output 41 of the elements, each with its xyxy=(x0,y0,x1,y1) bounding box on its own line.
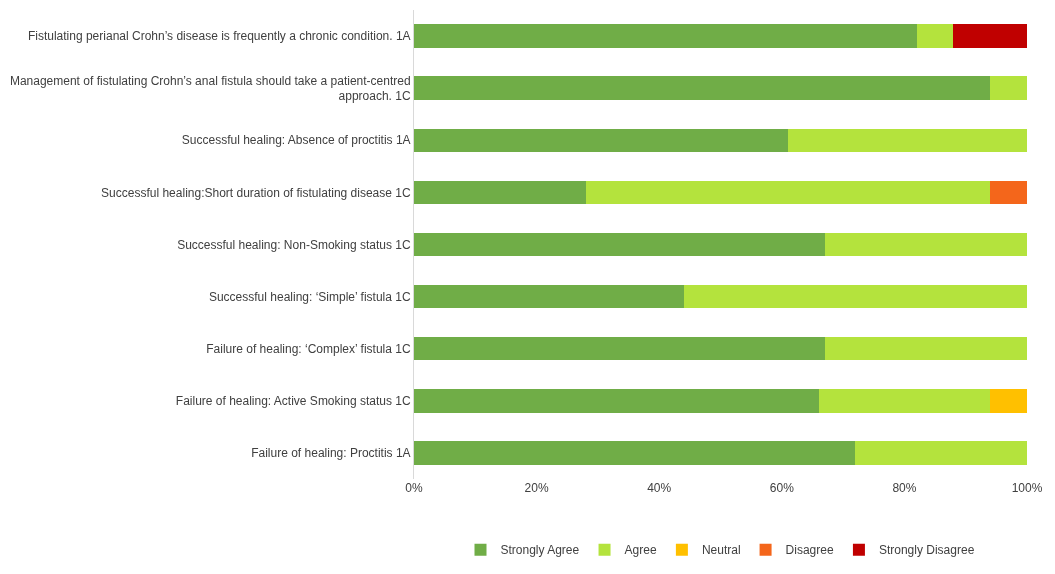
bar xyxy=(990,389,1027,413)
bar xyxy=(824,232,1027,257)
bar xyxy=(990,76,1027,100)
bar xyxy=(414,441,856,465)
bar xyxy=(414,128,788,152)
bar xyxy=(787,128,1027,152)
legend-label: Neutral xyxy=(701,543,741,558)
bar xyxy=(916,24,954,48)
y-tick-label: Management of fistulating Crohn’s anal fistula should take a patient-centred approach. 1C xyxy=(9,73,411,104)
x-tick-label: 0% xyxy=(405,481,423,495)
x-tick-label: 40% xyxy=(647,481,672,495)
y-tick-label: Successful healing: Non-Smoking status 1C xyxy=(177,237,411,252)
bar xyxy=(855,441,1027,465)
bar xyxy=(414,76,991,100)
bar xyxy=(414,337,825,361)
bar xyxy=(414,232,825,257)
bar xyxy=(990,180,1027,205)
bar xyxy=(824,337,1027,361)
x-tick-label: 60% xyxy=(769,481,795,495)
bar xyxy=(414,389,819,413)
legend-label: Agree xyxy=(624,543,657,558)
y-tick-label: Fistulating perianal Crohn’s disease is frequently a chronic condition. 1A xyxy=(27,29,411,44)
y-tick-label: Failure of healing: ‘Complex’ fistula 1C xyxy=(206,341,411,356)
legend-label: Strongly Disagree xyxy=(878,543,975,558)
bar xyxy=(683,284,1027,309)
bar xyxy=(414,284,684,309)
legend-label: Disagree xyxy=(785,543,834,558)
y-tick-label: Failure of healing: Active Smoking status 1C xyxy=(175,394,411,409)
x-tick-label: 80% xyxy=(892,481,917,495)
y-tick-label: Successful healing: Absence of proctitis 1A xyxy=(181,133,411,148)
y-tick-label: Failure of healing: Proctitis 1A xyxy=(251,446,411,461)
bar xyxy=(585,180,991,205)
x-tick-label: 100% xyxy=(1011,481,1043,495)
legend-label: Strongly Agree xyxy=(500,543,580,558)
y-tick-label: Successful healing:Short duration of fistulating disease 1C xyxy=(101,185,411,200)
bar xyxy=(414,180,586,205)
bar xyxy=(953,24,1027,48)
x-tick-label: 20% xyxy=(524,481,549,495)
bar xyxy=(818,389,991,413)
bar xyxy=(414,24,917,48)
y-tick-label: Successful healing: ‘Simple’ fistula 1C xyxy=(208,289,411,304)
